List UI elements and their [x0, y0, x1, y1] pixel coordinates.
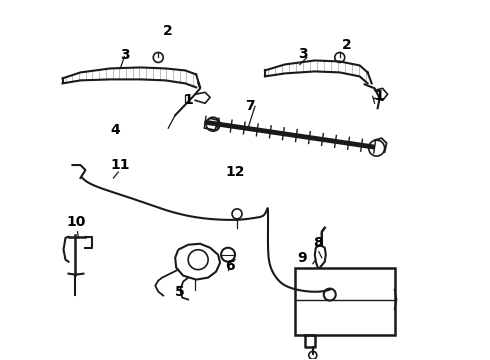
Text: 7: 7 [245, 99, 255, 113]
Text: 2: 2 [342, 37, 352, 51]
Text: 3: 3 [298, 48, 308, 62]
Text: 1: 1 [375, 89, 385, 103]
Text: 4: 4 [110, 123, 120, 137]
Text: 10: 10 [67, 215, 86, 229]
Text: 11: 11 [111, 158, 130, 172]
Text: 9: 9 [297, 251, 307, 265]
Text: 1: 1 [183, 93, 193, 107]
Text: 2: 2 [163, 23, 173, 37]
Text: 5: 5 [175, 284, 185, 298]
Text: 3: 3 [121, 49, 130, 63]
Bar [295, 268, 394, 336]
Text: 6: 6 [225, 259, 235, 273]
Text: 12: 12 [225, 165, 245, 179]
Text: 8: 8 [313, 236, 323, 250]
